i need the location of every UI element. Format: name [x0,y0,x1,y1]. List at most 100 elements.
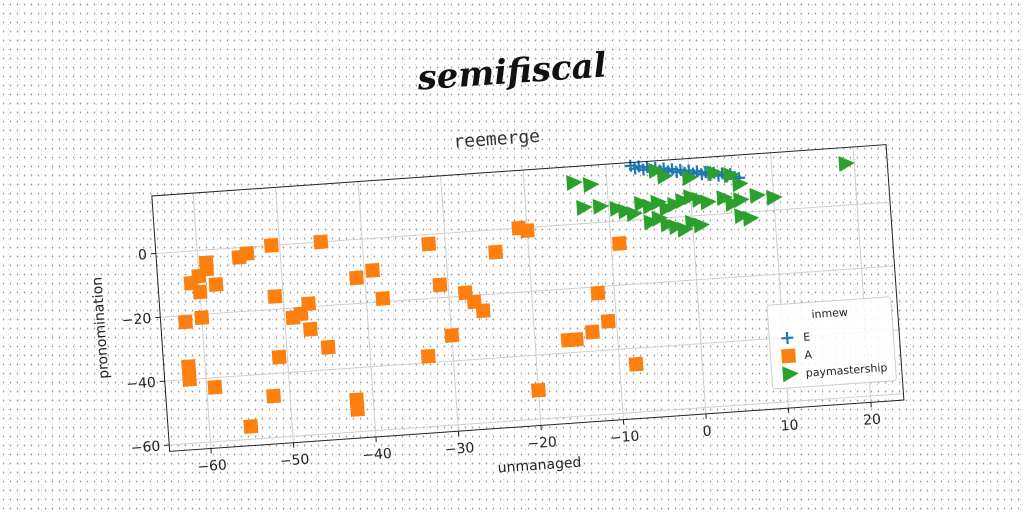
data-point [693,217,710,234]
data-point [488,244,504,260]
data-point [349,270,364,286]
x-tick-label: −60 [197,457,228,475]
y-ticks: −60 −40 −20 0 [121,247,170,457]
data-point [838,155,855,172]
data-point [592,198,610,215]
x-tick-label: 20 [863,412,882,429]
data-point [239,246,255,261]
x-tick-label: −50 [279,452,310,470]
axes-frame [151,144,905,452]
data-point [181,359,197,375]
data-point [650,194,667,211]
x-grid-line [522,169,542,426]
data-point [194,310,210,326]
data-point [749,187,766,204]
data-point [313,234,329,250]
x-axis-label: unmanaged [497,455,582,477]
y-tick-label: −60 [130,439,161,457]
data-point [695,168,708,181]
data-point [734,208,751,225]
data-point [243,418,259,434]
data-point [178,314,193,330]
grid [155,146,904,449]
data-point [643,214,661,231]
data-point [659,200,676,217]
data-point [530,382,546,398]
data-point [681,170,699,187]
data-point [628,356,644,372]
x-grid-line [357,181,377,437]
data-point [683,189,700,206]
data-point [420,348,436,364]
data-point [198,255,214,271]
data-point [301,296,317,312]
data-point [626,206,643,223]
x-tick-label: 10 [780,417,799,434]
x-ticks: −60 −50 −40 −30 −20 −10 0 10 20 [197,402,882,475]
data-point [192,284,208,300]
data-point [182,371,197,387]
data-point [742,210,760,227]
data-point [349,392,365,408]
data-point [576,199,593,216]
legend-entry-paymastership: paymastership [805,361,887,380]
data-point [475,303,491,319]
data-point [444,327,460,343]
data-point [207,379,223,395]
data-point [725,195,742,212]
legend-box [766,296,897,390]
data-point [302,321,318,337]
data-point [684,214,702,231]
data-point [766,189,783,206]
data-point [432,277,448,293]
data-point [582,177,600,194]
data-point [271,349,287,365]
data-point [675,193,692,210]
y-tick-label: 0 [137,247,147,264]
data-point [590,285,606,301]
plot-title: reemerge [453,126,541,153]
data-point [691,191,709,208]
data-point [421,236,437,252]
data-point [519,223,535,239]
x-grid-line [275,187,294,443]
data-point [733,192,750,209]
data-point [628,162,641,175]
x-tick-label: −30 [444,440,475,458]
series-A [178,220,644,434]
x-tick-label: −20 [527,434,558,452]
x-grid-line [440,175,459,432]
data-point [609,200,626,217]
legend-marker-paymastership [782,366,799,383]
x-tick-label: −10 [609,429,640,447]
data-point [320,339,336,355]
data-point [651,210,669,227]
data-point [617,203,635,220]
series-layer [178,155,855,434]
data-point [611,236,627,251]
data-point [584,324,600,340]
legend-entry-A: A [804,348,813,362]
data-point [700,194,717,211]
legend-marker-A [781,348,797,364]
data-point [375,291,391,306]
data-point [732,176,749,193]
data-point [716,190,733,207]
data-point [633,195,651,212]
data-point [365,262,381,278]
legend-title: inmew [811,306,848,322]
data-point [568,332,584,347]
x-tick-label: −40 [362,446,393,464]
legend-marker-E [781,331,794,345]
y-grid-line [169,393,904,446]
data-point [600,313,616,329]
data-point [656,168,674,185]
data-point [706,165,723,182]
x-grid-line [605,164,624,420]
data-point [648,162,665,179]
data-point [267,288,283,304]
data-point [670,166,683,179]
y-tick-label: −20 [121,311,152,329]
